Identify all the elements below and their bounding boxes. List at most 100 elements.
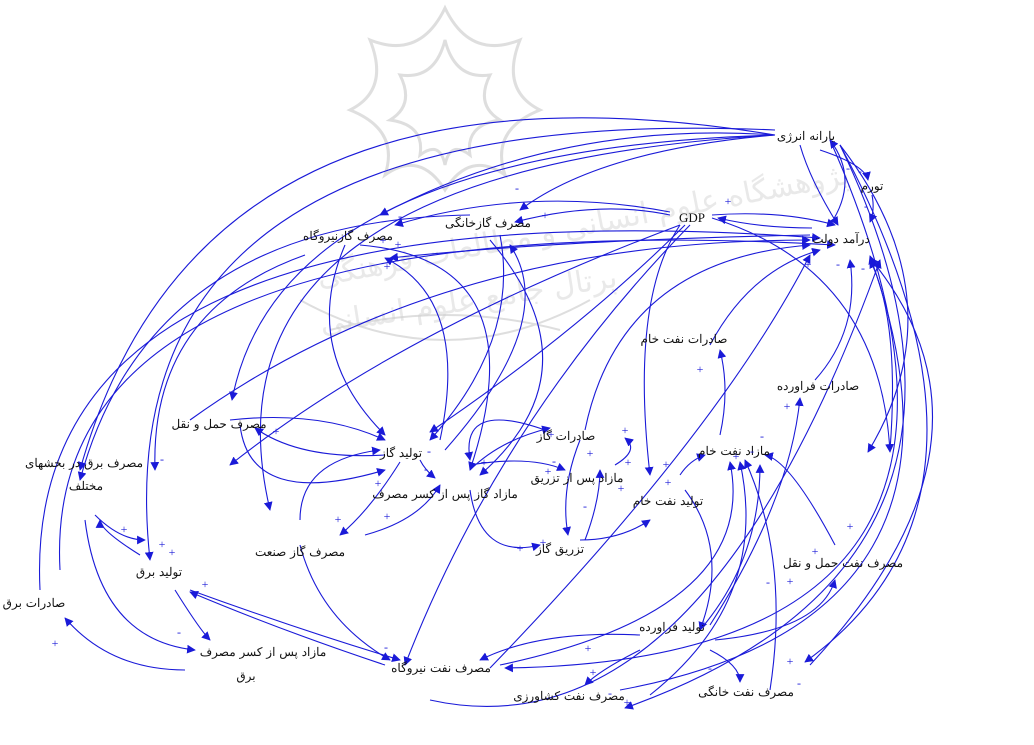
link-crude-prod-crude-surplus — [679, 453, 706, 476]
polarity-sign: + — [540, 535, 547, 549]
link-elec-export-revenue-2 — [58, 239, 836, 571]
polarity-sign: - — [797, 676, 801, 690]
link-gas-prod-transport — [254, 427, 386, 457]
polarity-sign: + — [202, 577, 209, 591]
link-injection-crude-prod — [579, 519, 651, 541]
link-transport-revenue — [189, 235, 811, 421]
link-oil-power-revenue — [489, 254, 811, 669]
link-gas-industry-oil-power — [299, 544, 391, 661]
polarity-sign: - — [583, 499, 587, 513]
polarity-sign: - — [766, 575, 770, 589]
link-elec-prod-elec-surplus — [174, 589, 211, 641]
polarity-sign: - — [864, 199, 868, 213]
link-transport-gas-prod — [229, 416, 386, 441]
node-crude-production: تولید نفت خام — [633, 494, 703, 508]
link-product-prod-oil-agri — [584, 649, 641, 686]
link-gas-industry-gas-surplus — [364, 484, 441, 536]
polarity-sign: + — [375, 476, 382, 490]
link-gas-surplus-injection — [469, 489, 541, 552]
polarity-sign: + — [481, 455, 488, 469]
link-subsidy-elec-sectors — [77, 117, 776, 471]
link-product-prod-oil-transport — [714, 579, 837, 641]
link-gas-power-elec-prod — [150, 254, 306, 471]
polarity-sign: - — [836, 257, 840, 271]
link-subsidy-oil-agri — [624, 144, 906, 710]
polarity-sign: + — [52, 636, 59, 650]
polarity-sign: + — [784, 399, 791, 413]
node-gas-household: مصرف گازخانگی — [445, 216, 531, 230]
polarity-sign: - — [160, 452, 164, 466]
polarity-sign: + — [812, 544, 819, 558]
link-gas-surplus-inj-gas-export — [614, 437, 634, 466]
polarity-sign: + — [847, 519, 854, 533]
node-gas-production: تولید گاز — [379, 446, 422, 460]
node-energy-subsidy: یارانه انرژی — [777, 129, 835, 143]
link-subsidy-gas-home — [519, 134, 776, 211]
node-elec-sectors-2: مختلف — [69, 479, 103, 493]
polarity-sign: - — [760, 429, 764, 443]
node-inflation: تورم — [861, 179, 884, 193]
polarity-sign: + — [805, 257, 812, 271]
polarity-sign: + — [624, 695, 631, 709]
link-gdp-gas-power — [394, 200, 671, 227]
link-gdp-oil-power — [403, 224, 691, 666]
link-gdp-crude-prod — [643, 224, 681, 476]
link-elec-sectors-elec-surplus — [84, 519, 196, 654]
polarity-sign: + — [159, 537, 166, 551]
link-gas-home-gas-prod — [429, 234, 505, 441]
polarity-sign: + — [517, 541, 524, 555]
link-gas-prod-gas-home — [444, 244, 526, 451]
link-gas-export-revenue — [584, 241, 811, 431]
link-oil-power-loop — [429, 259, 882, 707]
polarity-sign: + — [548, 427, 555, 441]
polarity-sign: + — [663, 457, 670, 471]
node-elec-production: تولید برق — [136, 565, 182, 579]
node-elec-surplus: مازاد پس از کسر مصرف — [200, 645, 327, 659]
node-elec-export: صادرات برق — [3, 596, 66, 610]
link-oil-home-crude-surplus — [744, 459, 777, 691]
polarity-sign: + — [665, 475, 672, 489]
link-subsidy-oil-power — [504, 139, 898, 673]
node-product-export: صادرات فراورده — [777, 379, 859, 393]
link-gas-prod-gas-surplus — [419, 459, 436, 479]
link-elec-surplus-elec-export — [64, 617, 186, 671]
node-gas-surplus-after-consumption: مازاد گاز پس از کسر مصرف — [372, 487, 518, 501]
node-gas-export: صادرات گاز — [536, 429, 596, 443]
polarity-sign: + — [384, 259, 391, 273]
polarity-sign: - — [846, 161, 850, 175]
polarity-sign: + — [542, 208, 549, 222]
link-elec-prod-elec-sectors — [95, 519, 141, 556]
polarity-sign: + — [618, 481, 625, 495]
polarity-sign: + — [380, 233, 387, 247]
link-gas-power-gas-prod — [328, 244, 386, 436]
link-subsidy-oil-home — [804, 144, 928, 663]
link-oil-agri-crude-surplus — [649, 461, 747, 696]
polarity-sign: - — [515, 181, 519, 195]
link-gas-export-gas-surplus — [464, 419, 546, 461]
polarity-sign: + — [787, 654, 794, 668]
polarity-sign: + — [590, 665, 597, 679]
link-inflation-revenue — [868, 194, 878, 223]
node-elec-sectors: مصرف برق در بخشهای — [25, 456, 143, 470]
link-gas-export-injection — [562, 439, 581, 536]
polarity-sign: - — [552, 454, 556, 468]
causal-links — [38, 117, 933, 710]
polarity-sign: + — [384, 509, 391, 523]
link-revenue-subsidy — [829, 139, 846, 226]
polarity-sign: + — [585, 641, 592, 655]
polarity-sign: - — [861, 261, 865, 275]
link-gas-power-gas-surplus — [359, 244, 491, 471]
polarity-sign: + — [733, 449, 740, 463]
link-elec-prod-oil-power — [189, 589, 401, 662]
polarity-sign: - — [608, 686, 612, 700]
link-product-prod-oil-power — [479, 633, 641, 661]
link-subsidy-revenue — [799, 144, 839, 226]
link-subsidy-gas-power — [379, 132, 776, 216]
link-gas-prod-gas-industry — [339, 461, 401, 536]
node-gas-surplus-after-injection: مازاد پس از تزریق — [531, 471, 624, 485]
polarity-sign: + — [587, 446, 594, 460]
link-gdp-revenue — [711, 213, 836, 228]
link-crude-prod-product-prod — [684, 489, 713, 631]
